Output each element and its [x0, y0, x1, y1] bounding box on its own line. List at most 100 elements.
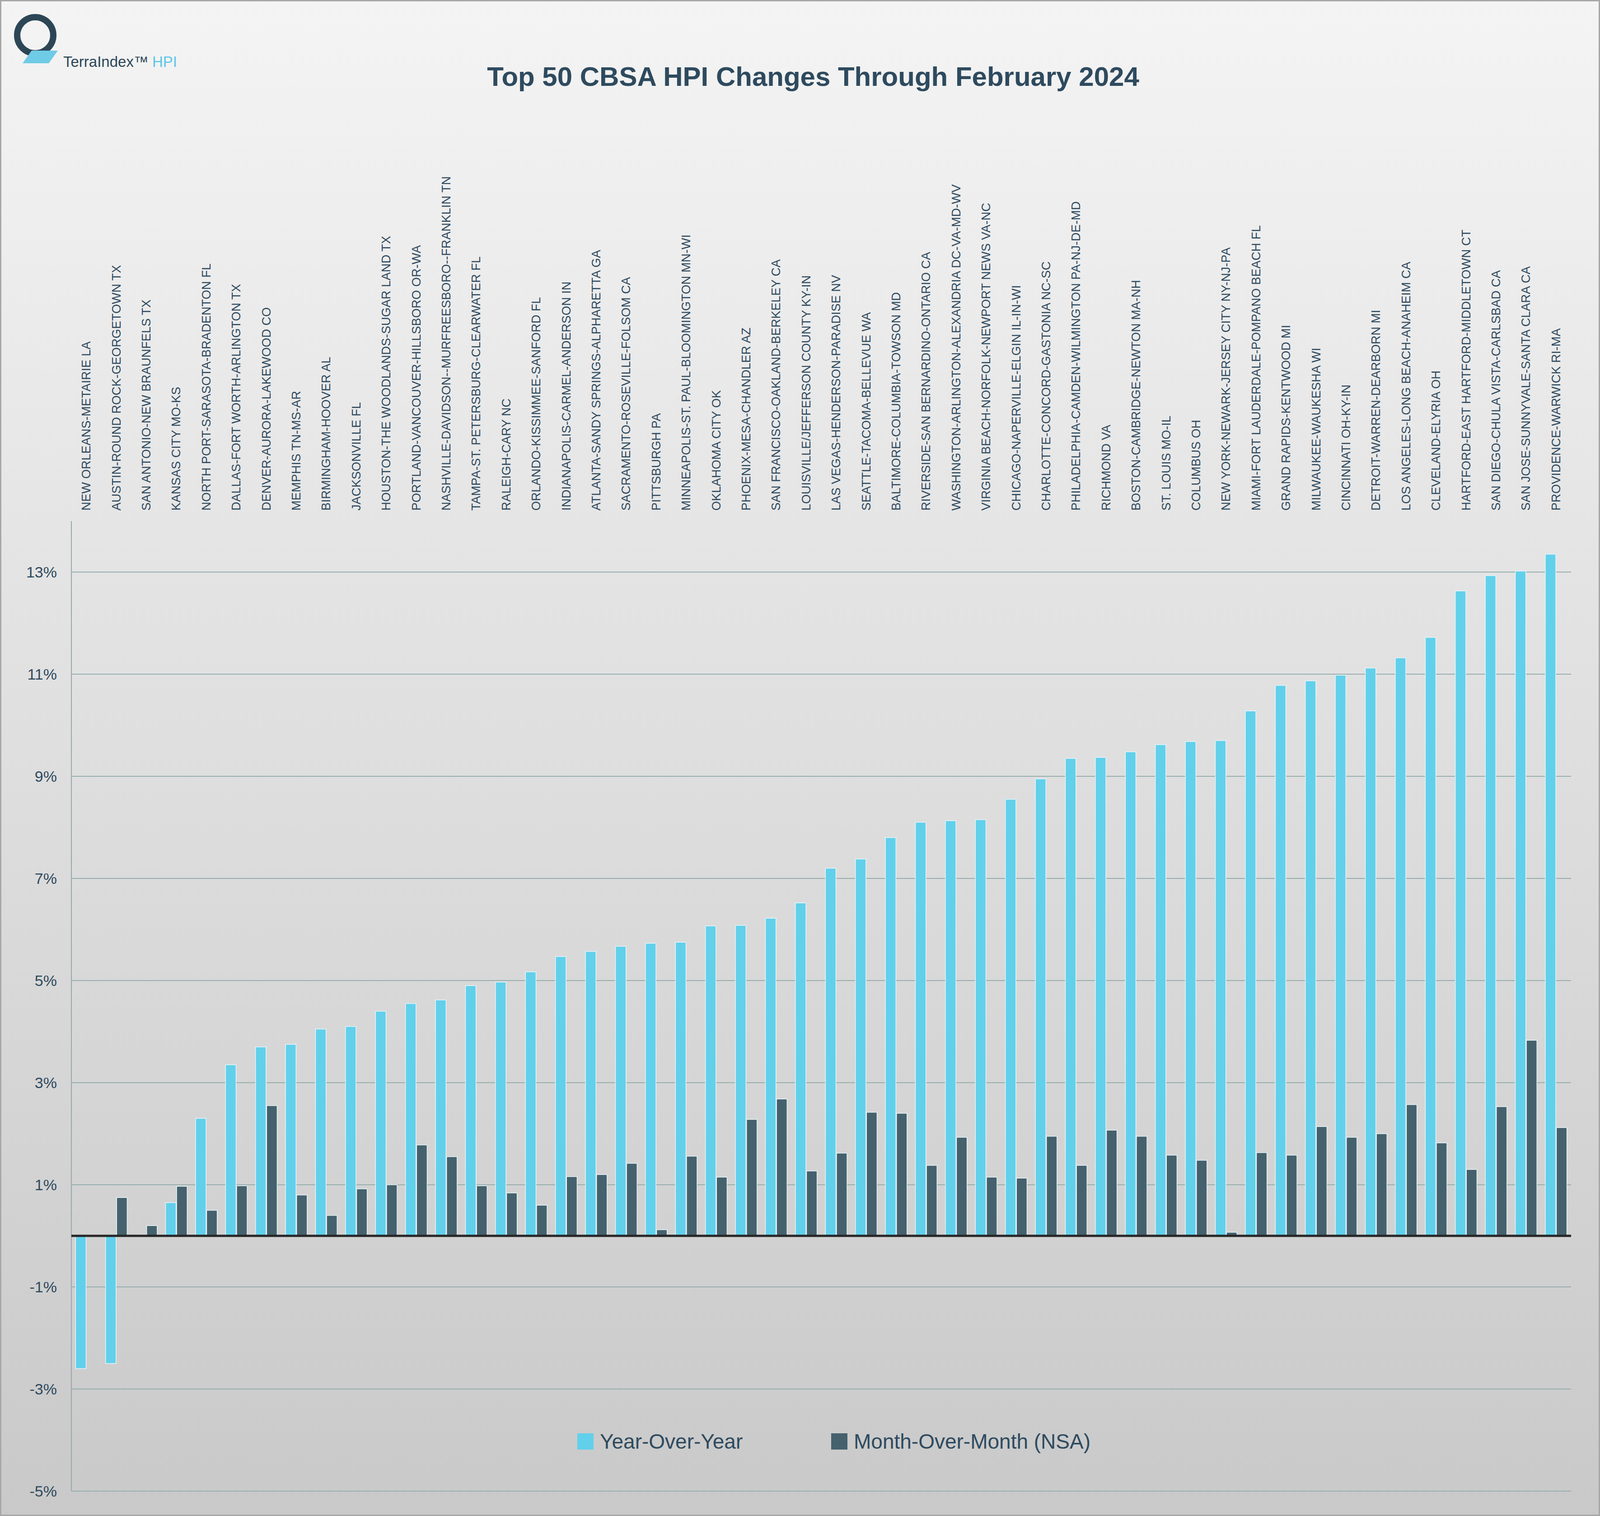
bar — [1376, 1133, 1387, 1236]
bar — [1515, 570, 1526, 1236]
bar — [926, 1164, 937, 1236]
legend-swatch — [831, 1432, 848, 1450]
bar — [386, 1184, 398, 1236]
bar — [1496, 1106, 1507, 1236]
bar — [596, 1174, 608, 1236]
category-label: HOUSTON-THE WOODLANDS-SUGAR LAND TX — [379, 235, 393, 511]
bar — [836, 1152, 847, 1236]
bar — [1215, 740, 1226, 1236]
bar — [1106, 1129, 1117, 1236]
bar — [1406, 1104, 1417, 1236]
bar — [195, 1118, 206, 1236]
category-label: WASHINGTON-ARLINGTON-ALEXANDRIA DC-VA-MD… — [949, 184, 964, 511]
bar — [1466, 1169, 1477, 1236]
y-tick-label: 7% — [34, 869, 57, 887]
baseline — [71, 1234, 1572, 1237]
bar — [345, 1026, 356, 1236]
category-label: DALLAS-FORT WORTH-ARLINGTON TX — [229, 283, 244, 511]
category-label: MEMPHIS TN-MS-AR — [289, 390, 304, 511]
bar — [536, 1204, 548, 1236]
bar — [626, 1163, 637, 1236]
bar — [1316, 1126, 1327, 1236]
bar — [416, 1144, 427, 1236]
bar — [315, 1028, 326, 1236]
bar — [225, 1064, 236, 1236]
category-label: NASHVILLE-DAVIDSON--MURFREESBORO--FRANKL… — [439, 176, 454, 511]
category-label: PROVIDENCE-WARWICK RI-MA — [1549, 327, 1563, 511]
bar — [1275, 685, 1286, 1236]
category-label: RICHMOND VA — [1099, 424, 1114, 511]
category-label: GRAND RAPIDS-KENTWOOD MI — [1279, 324, 1293, 511]
category-label: COLUMBUS OH — [1189, 419, 1203, 511]
category-label: PITTSBURGH PA — [649, 412, 664, 511]
bar — [735, 925, 746, 1236]
category-label: DETROIT-WARREN-DEARBORN MI — [1369, 309, 1383, 511]
chart: TerraIndex™HPI Top 50 CBSA HPI Changes Th… — [0, 0, 1600, 1516]
bar — [615, 945, 626, 1236]
bar — [945, 820, 956, 1236]
category-label: CLEVELAND-ELYRIA OH — [1429, 370, 1443, 511]
bar — [1436, 1142, 1447, 1236]
y-tick-label: -3% — [29, 1380, 57, 1398]
grid-line — [71, 1388, 1572, 1390]
category-label: AUSTIN-ROUND ROCK-GEORGETOWN TX — [109, 264, 124, 511]
category-label: VIRGINIA BEACH-NORFOLK-NEWPORT NEWS VA-N… — [979, 202, 993, 511]
bar — [116, 1197, 127, 1236]
y-tick-label: 3% — [34, 1073, 57, 1091]
bar — [795, 902, 806, 1236]
category-label: OKLAHOMA CITY OK — [709, 389, 724, 511]
category-label: PORTLAND-VANCOUVER-HILLSBORO OR-WA — [409, 244, 424, 511]
y-axis-line — [70, 520, 72, 1491]
bar — [885, 837, 896, 1236]
bar — [1166, 1154, 1177, 1236]
bar — [1005, 799, 1016, 1236]
bar — [855, 858, 866, 1236]
category-label: LOS ANGELES-LONG BEACH-ANAHEIM CA — [1399, 261, 1413, 511]
category-label: LAS VEGAS-HENDERSON-PARADISE NV — [829, 274, 843, 511]
grid-line — [71, 571, 1572, 573]
bar — [465, 985, 476, 1236]
brand-name: TerraIndex™ — [63, 53, 149, 71]
y-tick-label: 5% — [34, 971, 57, 989]
category-label: SAN JOSE-SUNNYVALE-SANTA CLARA CA — [1519, 266, 1533, 511]
legend-label: Year-Over-Year — [599, 1429, 743, 1453]
bar — [296, 1194, 308, 1236]
category-label: MIAMI-FORT LAUDERDALE-POMPANO BEACH FL — [1249, 224, 1264, 511]
bar — [525, 971, 536, 1236]
bar — [1556, 1127, 1567, 1236]
category-label: RALEIGH-CARY NC — [499, 398, 514, 511]
bar — [1455, 590, 1466, 1236]
bar — [476, 1185, 487, 1236]
bar — [356, 1188, 367, 1236]
bar — [585, 951, 596, 1236]
bar — [825, 867, 836, 1236]
category-label: SACRAMENTO-ROSEVILLE-FOLSOM CA — [619, 276, 633, 511]
category-label: NEW ORLEANS-METAIRIE LA — [79, 341, 94, 511]
category-label: RIVERSIDE-SAN BERNARDINO-ONTARIO CA — [919, 251, 933, 511]
category-label: TAMPA-ST. PETERSBURG-CLEARWATER FL — [469, 256, 483, 511]
legend-label: Month-Over-Month (NSA) — [853, 1429, 1091, 1453]
bar — [716, 1176, 727, 1236]
bar — [435, 999, 446, 1236]
bar — [806, 1170, 817, 1236]
category-label: SEATTLE-TACOMA-BELLEVUE WA — [859, 312, 874, 511]
grid-line — [71, 673, 1572, 675]
title: Top 50 CBSA HPI Changes Through February… — [486, 61, 1140, 92]
bar — [165, 1202, 176, 1236]
logo: TerraIndex™HPI — [17, 17, 178, 71]
bar — [1245, 710, 1256, 1236]
bar — [915, 822, 926, 1236]
bar — [746, 1118, 758, 1236]
y-tick-label: -1% — [29, 1277, 57, 1296]
bar — [1125, 751, 1136, 1236]
category-label: ORLANDO-KISSIMMEE-SANFORD FL — [529, 296, 543, 511]
bar — [956, 1136, 967, 1236]
bar — [1286, 1154, 1297, 1236]
category-label: NEW YORK-NEWARK-JERSEY CITY NY-NJ-PA — [1219, 247, 1233, 511]
category-label: CHICAGO-NAPERVILLE-ELGIN IL-IN-WI — [1009, 285, 1024, 511]
category-label: LOUISVILLE/JEFFERSON COUNTY KY-IN — [799, 275, 814, 511]
category-label: SAN DIEGO-CHULA VISTA-CARLSBAD CA — [1489, 270, 1503, 511]
y-tick-label: -5% — [29, 1482, 57, 1500]
bar — [176, 1185, 188, 1236]
bar — [866, 1112, 877, 1236]
